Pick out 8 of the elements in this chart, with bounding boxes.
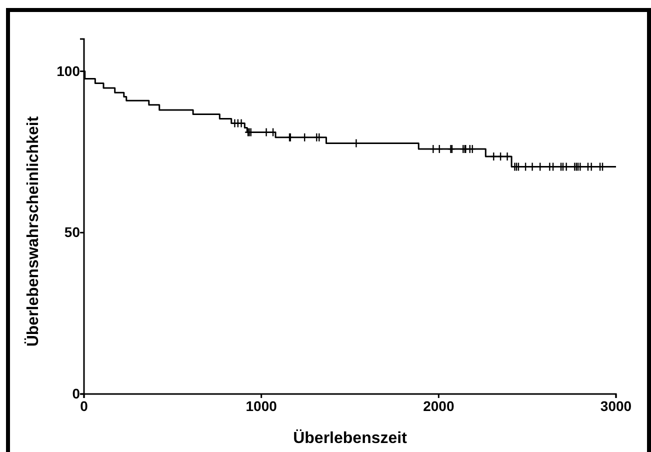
x-axis-title: Überlebenszeit: [293, 429, 408, 447]
x-tick-label: 3000: [600, 398, 632, 414]
y-tick-label: 100: [56, 62, 80, 79]
y-axis-title: Überlebenswahrscheinlichkeit: [24, 116, 42, 347]
x-tick-label: 2000: [423, 398, 454, 414]
y-tick-label: 50: [64, 224, 80, 240]
y-tick-label: 0: [72, 385, 80, 402]
x-tick-label: 1000: [246, 398, 278, 414]
